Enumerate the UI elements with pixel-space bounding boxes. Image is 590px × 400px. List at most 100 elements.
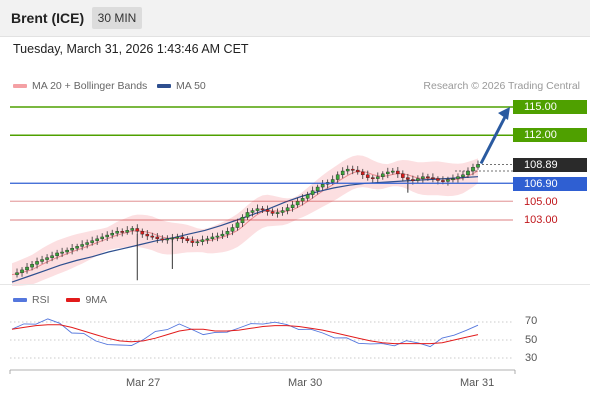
forecast-arrow-shaft [479, 114, 508, 165]
candle-body [185, 238, 190, 241]
candle-body [421, 176, 425, 179]
candle-body [365, 174, 370, 178]
candle-body [160, 238, 165, 241]
candle-body [431, 177, 435, 180]
candle-body [225, 231, 230, 235]
candle-body [340, 170, 345, 176]
candle-body [375, 176, 380, 179]
level-label-103: 103.00 [524, 214, 558, 226]
candle-body [416, 178, 420, 181]
candle-body [150, 235, 155, 238]
candle-body [411, 179, 415, 181]
x-tick-mar27: Mar 27 [126, 377, 161, 389]
candle-body [245, 212, 250, 218]
legend-bollinger-label: MA 20 + Bollinger Bands [32, 80, 148, 92]
candle-body [80, 244, 84, 247]
candle-body [35, 261, 39, 265]
ma50-swatch [157, 84, 171, 89]
candle-body [466, 170, 470, 176]
candle-body [175, 236, 180, 239]
candle-body [370, 177, 375, 180]
candle-body [330, 179, 335, 183]
candle-body [30, 264, 34, 268]
rsi-tick-70: 70 [525, 315, 538, 327]
candle-body [451, 178, 455, 180]
legend-bollinger: MA 20 + Bollinger Bands [13, 80, 147, 92]
rsi-legend: RSI 9MA [13, 294, 107, 306]
rsi-line [11, 318, 479, 348]
candle-body [275, 212, 280, 214]
candle-body [350, 168, 355, 171]
candle-body [335, 174, 340, 180]
candle-body [436, 178, 440, 181]
level-label-105: 105.00 [524, 196, 558, 208]
candle-body [105, 234, 110, 238]
timeframe-badge[interactable]: 30 MIN [92, 7, 142, 29]
candle-body [155, 236, 160, 240]
candle-body [40, 259, 44, 262]
candle-body [265, 209, 270, 212]
rsi-tick-50: 50 [525, 334, 538, 346]
candle-body [235, 222, 240, 228]
candle-body [290, 204, 295, 208]
candle-body [75, 246, 79, 249]
credit-text: Research © 2026 Trading Central [423, 80, 580, 92]
candle-body [285, 207, 290, 211]
candle-body [190, 240, 195, 243]
panel-divider [0, 284, 590, 285]
candle-body [401, 173, 405, 178]
candle-body [360, 171, 365, 176]
candle-body [180, 236, 185, 240]
candle-body [426, 176, 430, 179]
candle-body [380, 173, 385, 177]
candle-body [95, 238, 99, 241]
candle-body [255, 208, 260, 211]
bollinger-band [12, 155, 478, 286]
candle-body [90, 240, 94, 243]
level-label-112: 112.00 [513, 128, 587, 142]
candle-body [25, 266, 29, 271]
ma20-line [11, 170, 479, 276]
timestamp: Tuesday, March 31, 2026 1:43:46 AM CET [13, 42, 249, 56]
candle-body [280, 210, 285, 213]
candle-body [441, 180, 445, 182]
candle-body [471, 167, 475, 172]
candle-body [110, 232, 115, 236]
candle-body [200, 239, 205, 242]
candle-body [315, 186, 320, 192]
candle-body [205, 238, 210, 241]
level-label-last: 108.89 [513, 158, 587, 172]
candle-body [65, 249, 69, 253]
candle-body [210, 236, 215, 240]
candle-body [305, 194, 310, 199]
candle-body [115, 231, 120, 234]
candle-body [125, 230, 130, 233]
candle-body [230, 227, 235, 232]
forecast-arrow-head [498, 107, 510, 120]
candle-body [145, 233, 150, 237]
candle-body [456, 176, 460, 179]
candle-body [320, 184, 325, 188]
candle-body [120, 231, 125, 233]
rsi-ma-legend-label: 9MA [85, 294, 108, 306]
candle-body [391, 170, 395, 173]
candle-body [45, 257, 49, 260]
ma50-line [11, 176, 479, 283]
candle-body [165, 238, 170, 241]
candle-body [60, 251, 64, 254]
candle-body [15, 272, 19, 275]
candle-body [386, 171, 390, 175]
rsi-ma-line [11, 324, 479, 345]
bollinger-swatch [13, 84, 27, 89]
candle-body [50, 255, 54, 258]
candle-body [135, 228, 140, 232]
legend-ma50: MA 50 [157, 80, 206, 92]
instrument-title: Brent (ICE) [11, 10, 85, 26]
candle-body [85, 242, 89, 245]
x-tick-mar31: Mar 31 [460, 377, 495, 389]
candle-body [215, 235, 220, 238]
candle-body [295, 200, 300, 206]
rsi-tick-30: 30 [525, 352, 538, 364]
candle-body [345, 168, 350, 172]
